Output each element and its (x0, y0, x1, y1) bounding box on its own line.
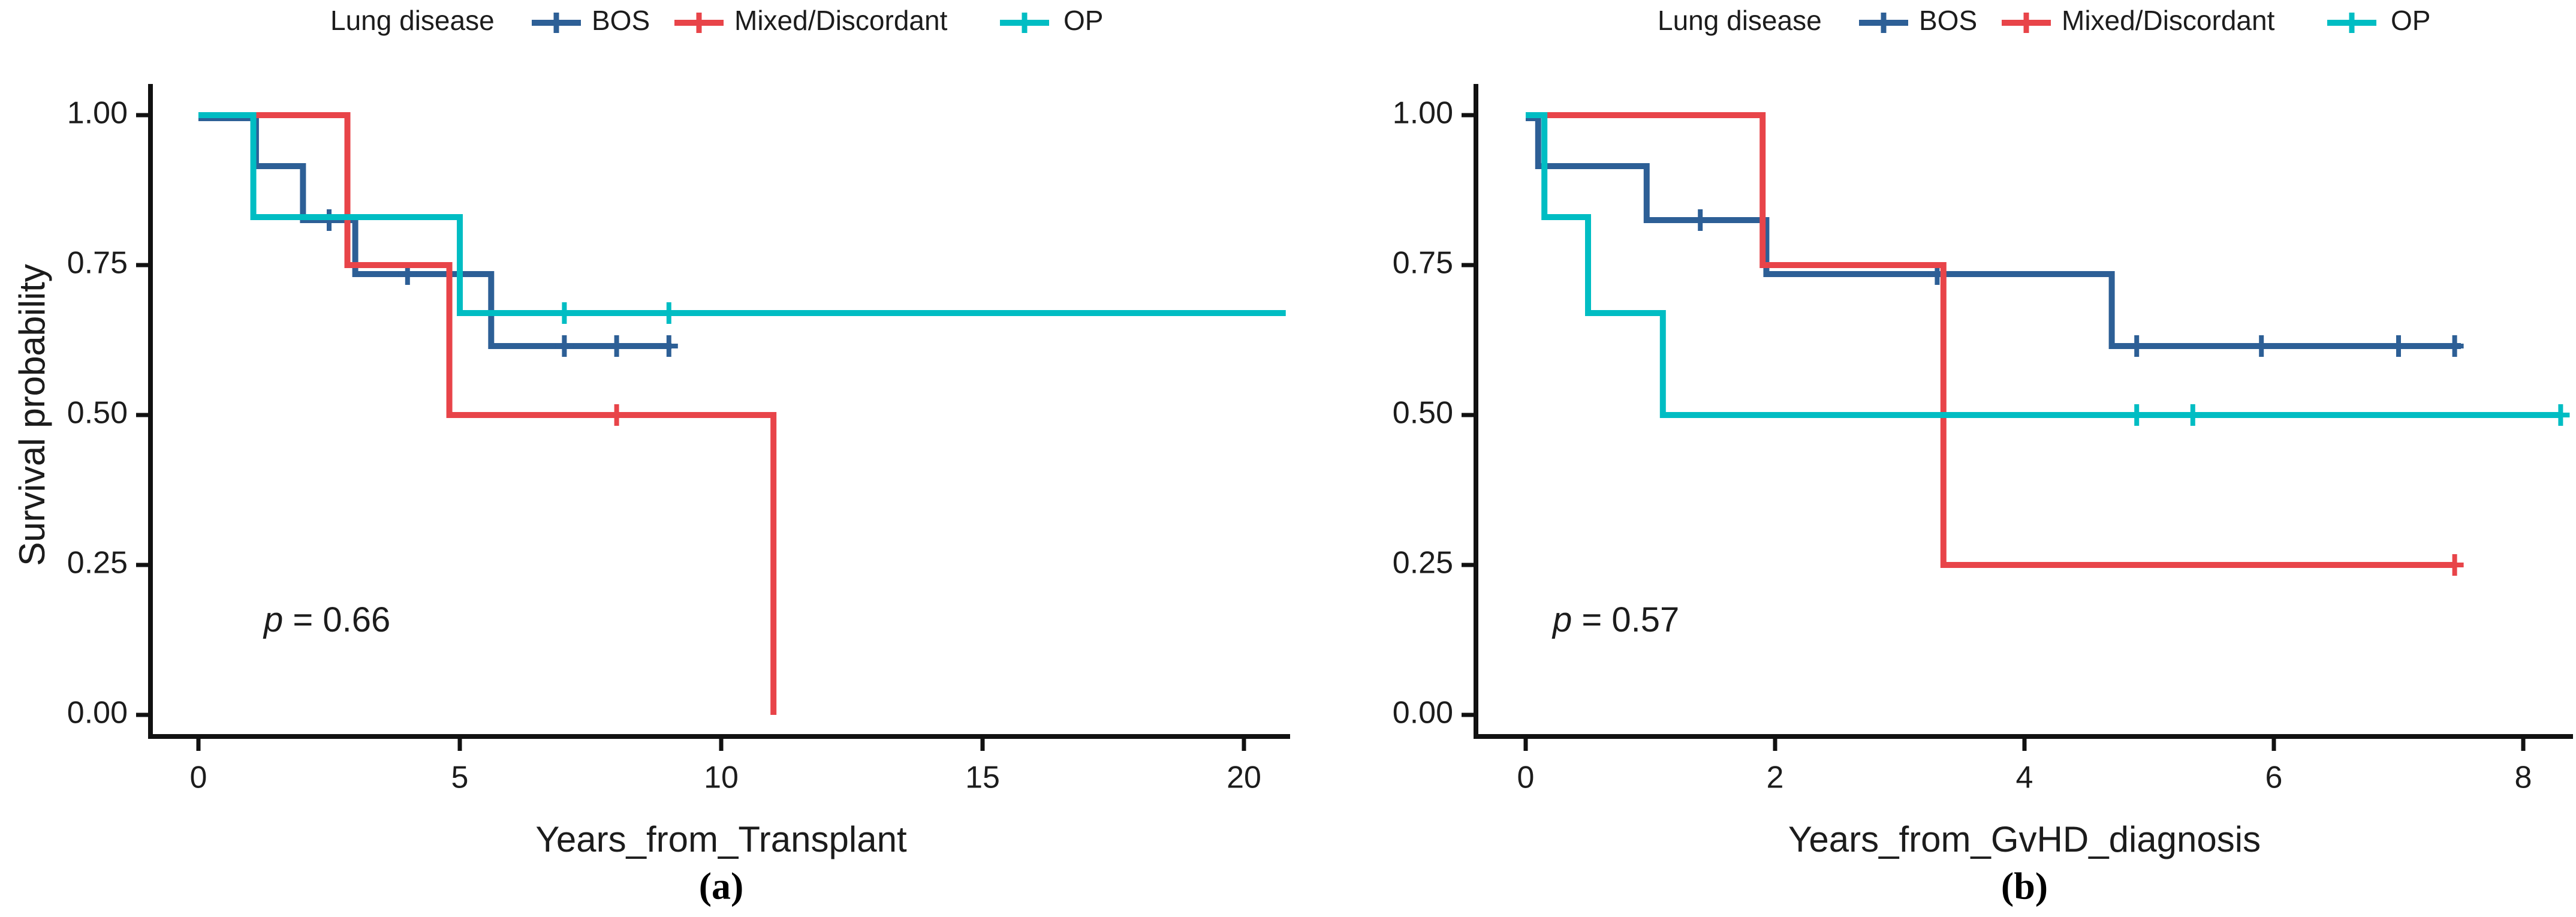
x-tick-label: 5 (451, 760, 469, 795)
y-tick-label: 1.00 (1393, 96, 1453, 131)
censor-plus-icon (2390, 335, 2408, 357)
legend-marker-op (2327, 13, 2376, 33)
chart-a: Lung disease BOS Mixed/Discordant OP 1.00 0.7… (0, 0, 1290, 917)
y-tick-label: 0.25 (1393, 546, 1453, 581)
censor-plus-icon (659, 302, 678, 324)
survival-step-line (198, 112, 777, 715)
legend: Lung disease BOS Mixed/Discordant OP (1658, 5, 2430, 36)
x-tick-label: 8 (2515, 760, 2532, 795)
survival-step-line (198, 112, 1286, 316)
panel-background (1292, 0, 2576, 917)
legend-marker-mixed-discordant (2002, 13, 2051, 33)
x-tick-label: 4 (2016, 760, 2033, 795)
y-tick-label: 1.00 (67, 96, 128, 131)
censor-plus-icon (1691, 209, 1710, 231)
p-value-label: p = 0.57 (1551, 600, 1679, 639)
series-op (1526, 112, 2570, 426)
y-tick-label: 0.75 (67, 246, 128, 281)
x-tick-label: 2 (1767, 760, 1784, 795)
x-tick-label: 6 (2265, 760, 2283, 795)
chart-b: Lung disease BOS Mixed/Discordant OP 1.00 0.7… (12, 0, 2576, 917)
caption-label: (a) (699, 865, 744, 907)
censor-plus-icon (2445, 554, 2464, 576)
y-tick-label: 0.75 (1393, 246, 1453, 281)
x-tick-label: 0 (190, 760, 207, 795)
censor-plus-icon (607, 335, 626, 357)
legend-title: Lung disease (1658, 5, 1822, 36)
legend-label: BOS (1919, 5, 1977, 36)
censor-plus-icon (2183, 404, 2202, 426)
y-axis-title: Survival probability (12, 264, 52, 566)
censor-plus-icon (2445, 335, 2464, 357)
legend: Lung disease BOS Mixed/Discordant OP (330, 5, 1103, 36)
x-tick-label: 0 (1517, 760, 1535, 795)
p-value-label: p = 0.66 (263, 600, 390, 639)
y-tick-label: 0.00 (67, 696, 128, 730)
x-axis-title: Years_from_GvHD_diagnosis (1788, 819, 2261, 859)
censor-plus-icon (2128, 404, 2146, 426)
y-tick-label: 0.50 (67, 396, 128, 431)
legend-marker-bos (532, 13, 581, 33)
legend-marker-mixed-discordant (674, 13, 724, 33)
legend-marker-bos (1859, 13, 1908, 33)
censor-plus-icon (607, 404, 626, 426)
caption-label: (b) (2001, 865, 2048, 907)
series-op (198, 112, 1286, 324)
survival-step-line (1526, 112, 2561, 418)
legend-label: Mixed/Discordant (734, 5, 948, 36)
x-tick-label: 10 (704, 760, 739, 795)
series-mixed-discordant (1532, 112, 2464, 576)
legend-label: BOS (592, 5, 650, 36)
legend-label: OP (1063, 5, 1103, 36)
x-tick-label: 20 (1227, 760, 1261, 795)
censor-plus-icon (555, 335, 574, 357)
y-tick-label: 0.00 (1393, 696, 1453, 730)
censor-plus-icon (2252, 335, 2271, 357)
censor-plus-icon (659, 335, 678, 357)
legend-title: Lung disease (330, 5, 495, 36)
y-axis-title: Survival probability (12, 264, 52, 566)
y-tick-label: 0.50 (1393, 396, 1453, 431)
legend-label: OP (2391, 5, 2430, 36)
x-axis-title: Years_from_Transplant (535, 819, 907, 859)
legend-label: Mixed/Discordant (2062, 5, 2275, 36)
series-mixed-discordant (198, 112, 777, 715)
y-tick-label: 0.25 (67, 546, 128, 581)
x-tick-label: 15 (965, 760, 1000, 795)
censor-plus-icon (555, 302, 574, 324)
survival-step-line (1532, 112, 2455, 568)
series-bos (1526, 115, 2464, 357)
censor-plus-icon (2128, 335, 2146, 357)
censor-plus-icon (2551, 404, 2570, 426)
panel-background (0, 0, 1284, 917)
legend-marker-op (1000, 13, 1049, 33)
